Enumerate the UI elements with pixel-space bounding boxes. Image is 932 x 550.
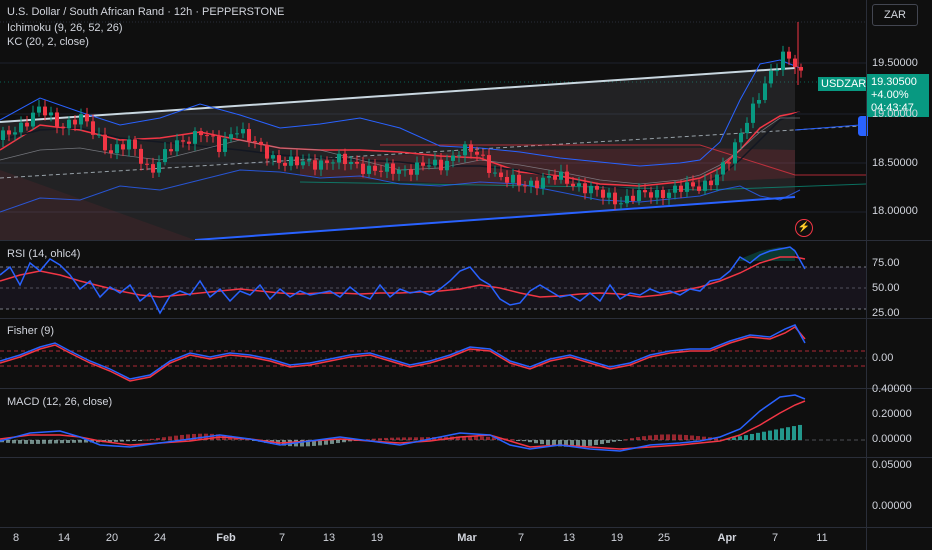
- time-label: 13: [322, 532, 336, 544]
- fisher-pane[interactable]: [0, 319, 866, 388]
- time-label: 13: [562, 532, 576, 544]
- time-label: Mar: [457, 532, 477, 544]
- current-price-tag: 19.30500 +4.00% 04:43:47: [867, 74, 929, 117]
- current-price: 19.30500: [871, 76, 917, 88]
- rsi-legend[interactable]: RSI (14, ohlc4): [7, 248, 81, 260]
- time-label: 7: [278, 532, 286, 544]
- price-tick: 18.50000: [872, 157, 918, 169]
- macd-chart: [0, 394, 866, 452]
- time-label: 19: [370, 532, 384, 544]
- time-label: 25: [657, 532, 671, 544]
- macd-tick: 0.00000: [872, 500, 912, 512]
- fisher-legend[interactable]: Fisher (9): [7, 325, 55, 337]
- time-label: 7: [517, 532, 525, 544]
- rsi-tick: 75.00: [872, 257, 900, 269]
- macd-tick: 0.05000: [872, 459, 912, 471]
- macd-tick: 0.40000: [872, 383, 912, 395]
- time-label: 20: [105, 532, 119, 544]
- keltner-legend[interactable]: KC (20, 2, close): [7, 36, 89, 48]
- time-label: 14: [57, 532, 71, 544]
- macd-tick: 0.00000: [872, 433, 912, 445]
- chart-title: U.S. Dollar / South African Rand · 12h ·…: [7, 6, 285, 18]
- drawing-handle[interactable]: [858, 116, 868, 136]
- price-pane[interactable]: [0, 0, 866, 240]
- macd-tick: 0.20000: [872, 408, 912, 420]
- time-label: Apr: [717, 532, 737, 544]
- price-chart: [0, 21, 866, 240]
- time-label: 7: [771, 532, 779, 544]
- price-tick: 18.00000: [872, 205, 918, 217]
- rsi-tick: 25.00: [872, 307, 900, 319]
- rsi-tick: 50.00: [872, 282, 900, 294]
- time-label: 24: [153, 532, 167, 544]
- time-label: 8: [12, 532, 20, 544]
- ichimoku-legend[interactable]: Ichimoku (9, 26, 52, 26): [7, 22, 123, 34]
- rsi-chart: [0, 246, 866, 315]
- time-label: 19: [610, 532, 624, 544]
- rsi-pane[interactable]: [0, 241, 866, 318]
- lightning-icon[interactable]: ⚡: [795, 219, 813, 237]
- price-change: +4.00%: [871, 89, 909, 101]
- candlesticks: [1, 22, 803, 211]
- fisher-tick: 0.00: [872, 352, 894, 364]
- currency-button[interactable]: ZAR: [872, 4, 918, 26]
- macd-legend[interactable]: MACD (12, 26, close): [7, 396, 113, 408]
- time-label: Feb: [216, 532, 236, 544]
- time-label: 11: [816, 532, 828, 544]
- price-axis[interactable]: [866, 0, 932, 550]
- bar-countdown: 04:43:47: [871, 102, 914, 114]
- price-tick: 19.50000: [872, 57, 918, 69]
- price-tick: 19.00000: [872, 108, 918, 120]
- fisher-chart: [0, 324, 866, 382]
- symbol-tag: USDZAR: [818, 77, 870, 91]
- macd-pane[interactable]: [0, 389, 866, 457]
